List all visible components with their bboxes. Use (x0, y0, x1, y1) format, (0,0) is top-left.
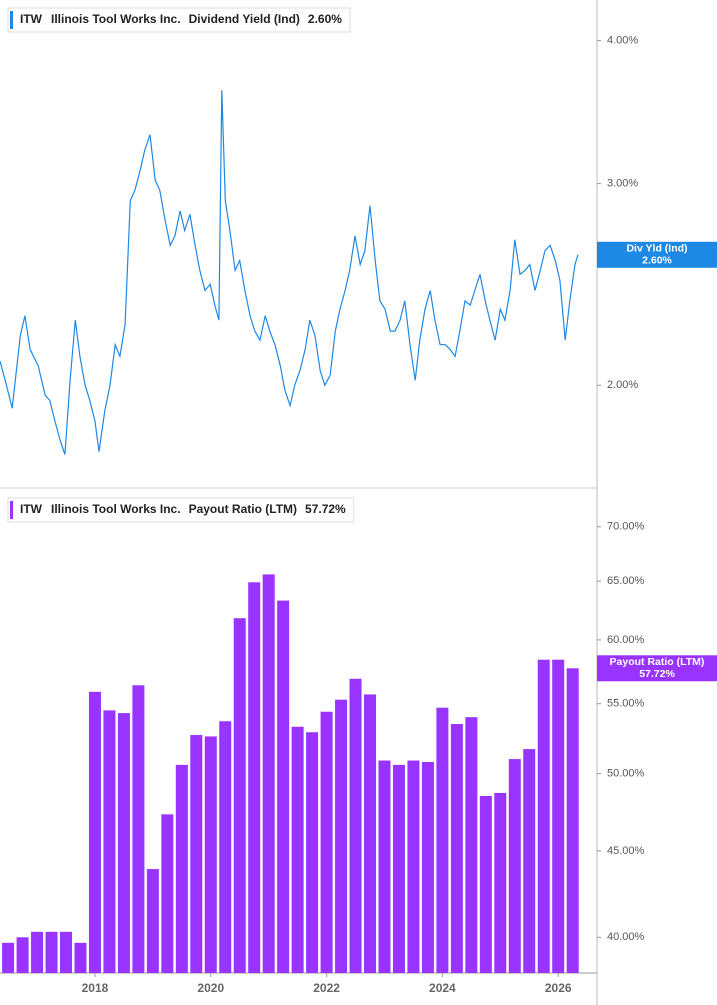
legend-company: Illinois Tool Works Inc. (51, 12, 181, 26)
bar (277, 600, 290, 973)
line (0, 90, 579, 455)
legend-box (7, 7, 351, 33)
y-tick-label: 2.00% (607, 379, 638, 391)
bar (479, 795, 492, 973)
bar (552, 659, 565, 973)
bar (421, 761, 434, 973)
value-tag-value: 2.60% (642, 255, 672, 267)
legend-series-name: Dividend Yield (Ind) (189, 12, 300, 26)
legend: ITW Illinois Tool Works Inc. Dividend Yiel… (7, 7, 351, 33)
legend-company: Illinois Tool Works Inc. (51, 502, 181, 516)
bar (74, 942, 87, 973)
legend-swatch (10, 501, 13, 519)
x-tick-label: 2022 (313, 981, 340, 995)
value-tag-value: 57.72% (639, 668, 675, 680)
bar (16, 937, 29, 973)
bar (494, 792, 507, 973)
legend-last-value: 2.60% (308, 12, 342, 26)
legend: ITW Illinois Tool Works Inc. Payout Ratio … (7, 497, 355, 523)
bar (320, 711, 333, 973)
bar (392, 764, 405, 973)
y-tick-label: 60.00% (607, 634, 645, 646)
bar (436, 707, 449, 973)
legend-ticker: ITW (20, 502, 43, 516)
bar (523, 749, 536, 973)
bar (161, 814, 174, 973)
bar (219, 721, 232, 973)
bar (306, 732, 319, 973)
legend-box (7, 497, 355, 523)
x-tick-label: 2024 (429, 981, 456, 995)
bar (45, 931, 58, 973)
x-tick-label: 2018 (82, 981, 109, 995)
value-tag-title: Div Yld (Ind) (626, 243, 687, 255)
bar (364, 694, 377, 973)
bar (537, 659, 550, 973)
value-tag-title: Payout Ratio (LTM) (610, 656, 705, 668)
legend-last-value: 57.72% (305, 502, 346, 516)
y-tick-label: 45.00% (607, 845, 645, 857)
bar (132, 685, 145, 973)
legend-ticker: ITW (20, 12, 43, 26)
bar (450, 723, 463, 973)
bar (508, 759, 521, 973)
bar (335, 699, 348, 973)
legend-swatch (10, 11, 13, 29)
y-tick-label: 70.00% (607, 521, 645, 533)
bar (291, 726, 304, 973)
bar (146, 869, 159, 973)
y-tick-label: 55.00% (607, 698, 645, 710)
x-tick-label: 2020 (197, 981, 224, 995)
y-tick-label: 50.00% (607, 768, 645, 780)
legend-series-name: Payout Ratio (LTM) (189, 502, 297, 516)
bar (88, 691, 101, 973)
bar (117, 713, 130, 973)
bar (60, 931, 73, 973)
bar (262, 574, 275, 973)
bar (190, 735, 203, 973)
bar (31, 931, 44, 973)
bar (465, 717, 478, 973)
bar (103, 710, 116, 973)
bar (407, 760, 420, 973)
bar (349, 678, 362, 973)
y-tick-label: 4.00% (607, 34, 638, 46)
bar (204, 736, 217, 973)
y-tick-label: 65.00% (607, 575, 645, 587)
value-tag (597, 241, 717, 268)
bar (2, 942, 15, 973)
x-tick-label: 2026 (545, 981, 572, 995)
y-tick-label: 40.00% (607, 931, 645, 943)
y-tick-label: 3.00% (607, 178, 638, 190)
value-tag (597, 655, 717, 682)
bar (175, 764, 188, 973)
bar (248, 582, 261, 973)
bar (566, 668, 579, 973)
bar (233, 618, 246, 973)
bar (378, 760, 391, 973)
